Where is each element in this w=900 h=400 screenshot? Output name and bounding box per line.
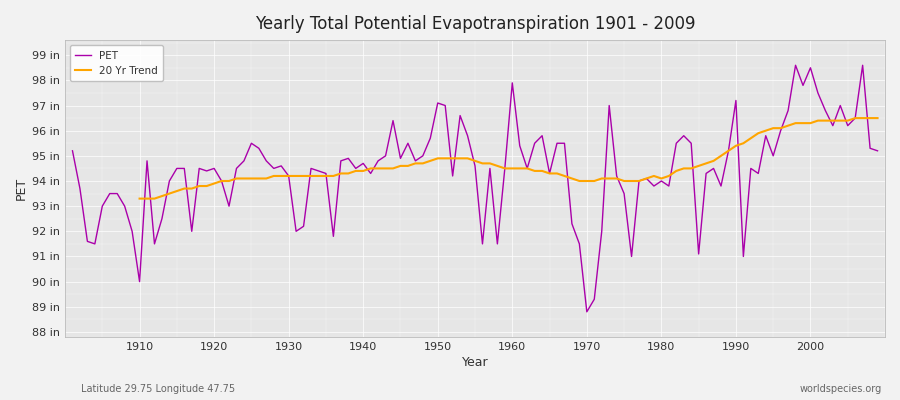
PET <box>872 148 883 153</box>
20 Yr Trend <box>275 174 286 178</box>
Y-axis label: PET: PET <box>15 177 28 200</box>
Line: PET: PET <box>73 65 878 312</box>
20 Yr Trend <box>813 118 824 123</box>
20 Yr Trend <box>850 116 860 120</box>
PET <box>581 310 592 314</box>
PET <box>500 166 510 171</box>
PET <box>604 103 615 108</box>
Text: worldspecies.org: worldspecies.org <box>800 384 882 394</box>
PET <box>336 158 346 163</box>
PET <box>291 229 302 234</box>
PET <box>68 148 78 153</box>
20 Yr Trend <box>134 196 145 201</box>
Title: Yearly Total Potential Evapotranspiration 1901 - 2009: Yearly Total Potential Evapotranspiratio… <box>255 15 696 33</box>
20 Yr Trend <box>306 174 317 178</box>
PET <box>790 63 801 68</box>
PET <box>507 80 517 85</box>
Legend: PET, 20 Yr Trend: PET, 20 Yr Trend <box>70 45 164 81</box>
20 Yr Trend <box>574 178 585 183</box>
20 Yr Trend <box>835 118 846 123</box>
Text: Latitude 29.75 Longitude 47.75: Latitude 29.75 Longitude 47.75 <box>81 384 235 394</box>
Line: 20 Yr Trend: 20 Yr Trend <box>140 118 878 199</box>
PET <box>127 229 138 234</box>
X-axis label: Year: Year <box>462 356 489 369</box>
20 Yr Trend <box>872 116 883 120</box>
20 Yr Trend <box>514 166 525 171</box>
